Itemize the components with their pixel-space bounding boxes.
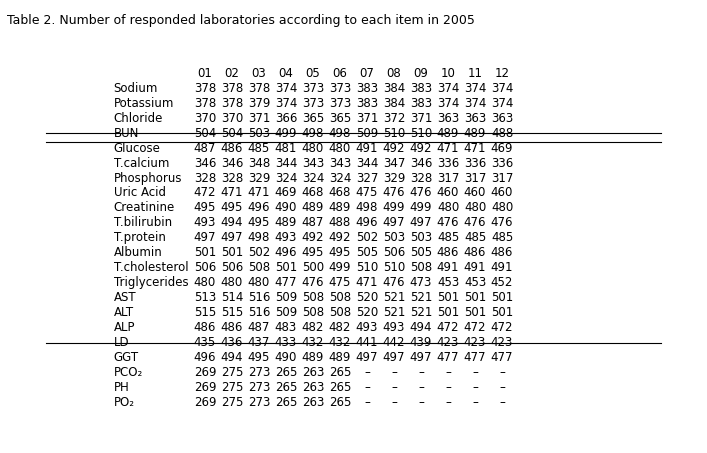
Text: Table 2. Number of responded laboratories according to each item in 2005: Table 2. Number of responded laboratorie… [7, 14, 475, 27]
